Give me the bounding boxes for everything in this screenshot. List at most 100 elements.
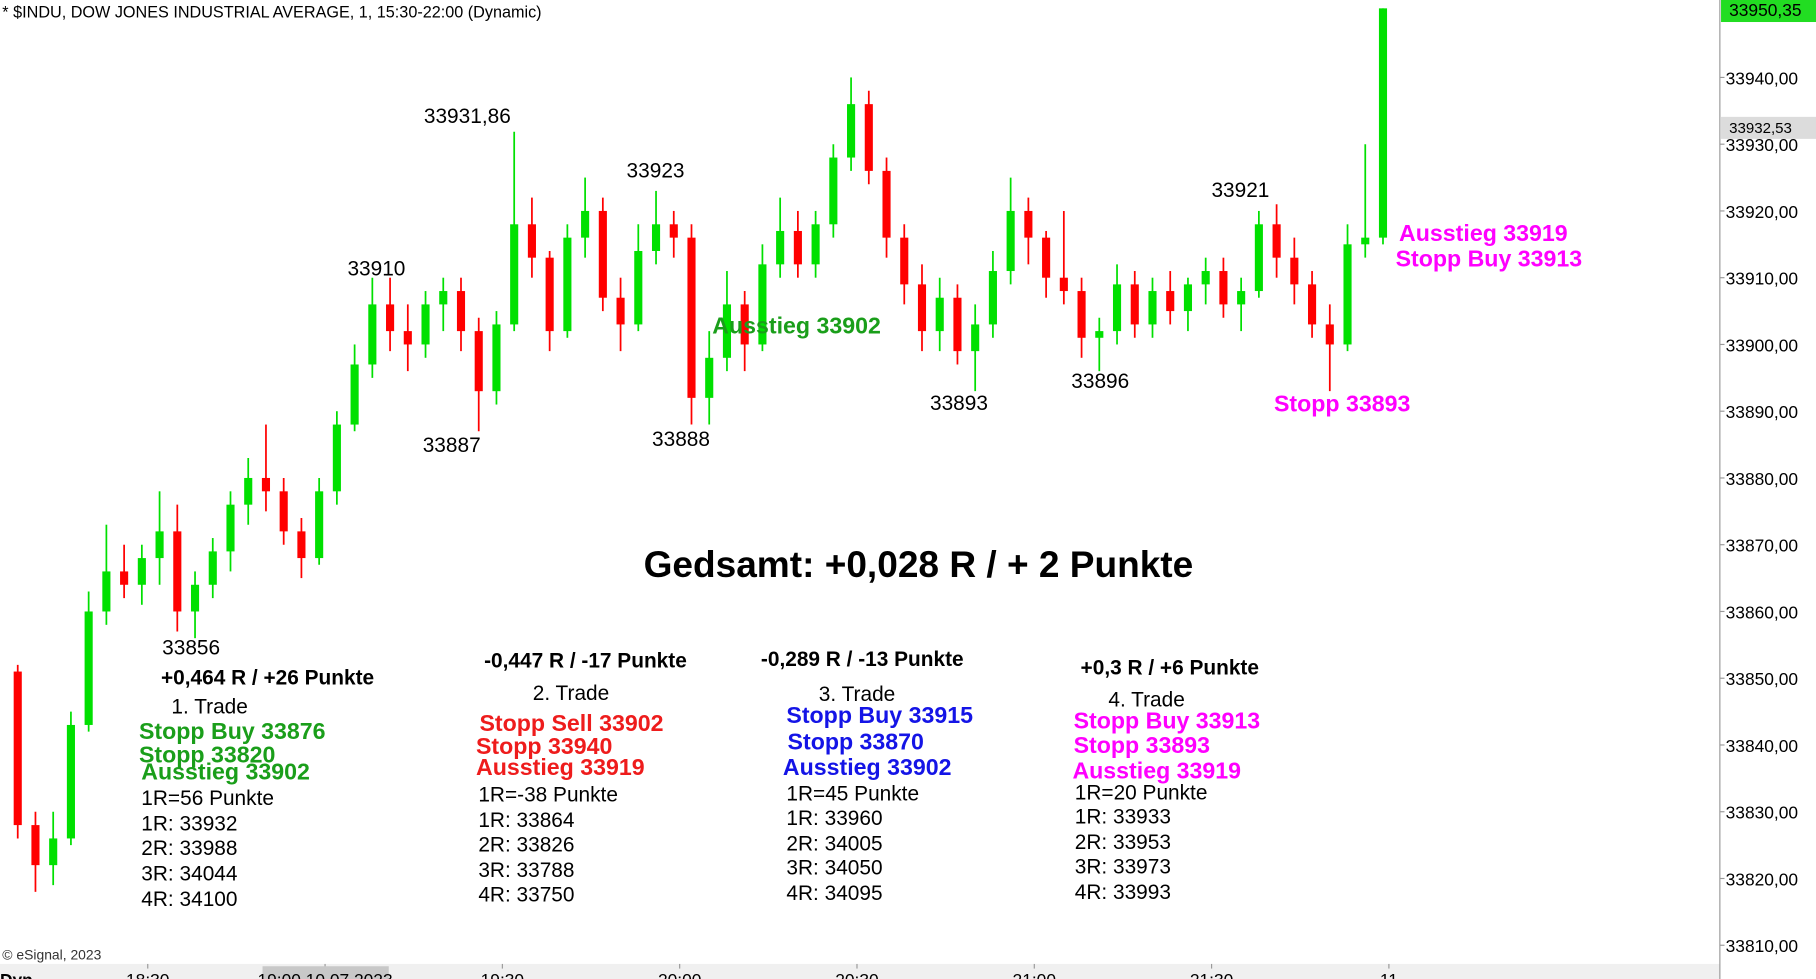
candle-body [315, 491, 324, 559]
trade-order: Ausstieg 33919 [476, 754, 645, 780]
candle-body [1201, 271, 1210, 285]
candle-body [864, 104, 873, 171]
candle-body [1006, 210, 1015, 272]
x-axis-strip [0, 963, 1720, 979]
trade-order: Stopp Sell 33902 [479, 710, 663, 736]
candle-body [1077, 291, 1086, 338]
candle-body [1378, 8, 1388, 238]
candle-body [1059, 277, 1068, 292]
candle-body [13, 671, 22, 826]
y-tick-label: 33870,00 [1726, 536, 1798, 556]
trade-order: Stopp Buy 33876 [139, 718, 326, 744]
chart-note: Stopp 33893 [1274, 390, 1411, 416]
y-tick-label: 33900,00 [1726, 335, 1798, 355]
candle-body [953, 297, 962, 352]
trade-order: Stopp 33820 [139, 741, 275, 767]
candle-body [208, 551, 217, 585]
candle-body [740, 304, 749, 345]
candle-body [49, 838, 58, 866]
trade-name: 1. Trade [171, 696, 247, 719]
price-label: 33856 [162, 637, 220, 660]
x-tick-label: 19:00 10.07.2023 [257, 970, 392, 979]
y-tick-label: 33940,00 [1726, 68, 1798, 88]
trade-level: 4R: 33750 [478, 883, 574, 906]
candle-body [155, 531, 164, 559]
candle-body [279, 491, 288, 532]
trade-order: Stopp 33870 [788, 729, 924, 755]
candle-body [1254, 224, 1263, 292]
chart-note: Ausstieg 33919 [1399, 220, 1568, 246]
candle-body [120, 571, 129, 585]
candle-body [1166, 291, 1175, 312]
candle-body [244, 477, 253, 505]
candle-body [829, 157, 838, 225]
candle-body [456, 291, 466, 332]
candle-body [510, 224, 519, 325]
candle-body [1290, 257, 1299, 285]
trade-order: Ausstieg 33902 [783, 754, 952, 780]
trade-name: 3. Trade [819, 683, 895, 706]
candle-body [1112, 284, 1122, 332]
price-marker-label: 33932,53 [1729, 120, 1792, 137]
trade-level: 1R: 33864 [478, 809, 574, 832]
trade-level: 3R: 34050 [786, 857, 882, 880]
trade-level: 1R: 33933 [1075, 806, 1171, 829]
y-tick-label: 33840,00 [1726, 736, 1798, 756]
candle-body [935, 297, 944, 332]
candle-body [1308, 284, 1317, 325]
trade-level: 2R: 33953 [1075, 831, 1171, 854]
candle-body [84, 611, 93, 725]
x-tick-label: 19:30 [481, 970, 524, 979]
x-tick-label: 21:00 [1013, 970, 1056, 979]
trade-level: 2R: 33988 [141, 837, 237, 860]
trade-level: 4R: 34095 [786, 882, 882, 905]
x-tick-label: 21:30 [1190, 970, 1233, 979]
price-label: 33910 [347, 258, 405, 281]
candle-body [474, 331, 483, 392]
copyright: © eSignal, 2023 [2, 946, 101, 962]
candle-body [1272, 224, 1281, 258]
candle-body [758, 264, 767, 345]
mode-label: Dyn [0, 970, 33, 979]
candle-body [31, 825, 40, 866]
trade-level: 1R: 33932 [141, 813, 237, 836]
candle-body [403, 331, 412, 345]
trade-result: -0,447 R / -17 Punkte [484, 649, 687, 672]
candle-body [616, 297, 625, 325]
x-date-box [262, 966, 389, 979]
y-tick-label: 33820,00 [1726, 869, 1798, 889]
candle-body [776, 230, 785, 265]
price-label: 33887 [423, 434, 481, 457]
candle-body [439, 291, 448, 305]
candle-body [1219, 271, 1228, 305]
trade-result: +0,3 R / +6 Punkte [1081, 656, 1259, 679]
candle-body [882, 170, 891, 238]
trade-level: 4R: 33993 [1075, 881, 1171, 904]
trade-level: 1R=20 Punkte [1075, 781, 1208, 804]
y-tick-label: 33890,00 [1726, 402, 1798, 422]
candle-body [1183, 284, 1193, 312]
trade-level: 1R=56 Punkte [141, 787, 274, 810]
trade-level: 1R=-38 Punkte [478, 784, 618, 807]
y-tick-label: 33850,00 [1726, 669, 1798, 689]
trade-level: 3R: 33788 [478, 859, 574, 882]
candle-body [386, 304, 395, 332]
candle-body [545, 257, 554, 332]
candle-body [1024, 210, 1033, 238]
trade-order: Stopp Buy 33913 [1074, 708, 1261, 734]
price-label: 33921 [1211, 179, 1269, 202]
candle-body [900, 237, 909, 285]
y-tick-label: 33810,00 [1726, 936, 1798, 956]
price-marker-box [1721, 116, 1816, 139]
chart-note: Stopp Buy 33913 [1396, 245, 1583, 271]
trade-level: 4R: 34100 [141, 888, 237, 911]
candle-body [598, 210, 607, 298]
chart-note: Ausstieg 33902 [712, 313, 881, 339]
candle-body [722, 304, 732, 358]
candle-body [634, 250, 643, 325]
candle-body [226, 504, 235, 552]
candle-body [297, 531, 306, 559]
candle-body [1095, 331, 1104, 338]
trade-order: Ausstieg 33919 [1072, 758, 1241, 784]
